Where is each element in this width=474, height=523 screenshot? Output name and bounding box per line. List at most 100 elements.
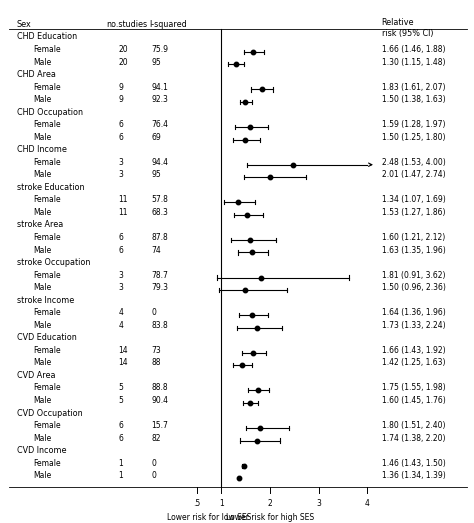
Text: Female: Female xyxy=(33,308,61,317)
Text: Sex: Sex xyxy=(17,20,31,29)
Text: 0: 0 xyxy=(152,471,156,480)
Text: 1: 1 xyxy=(219,499,223,508)
Text: Male: Male xyxy=(33,170,52,179)
Text: 1.60 (1.21, 2.12): 1.60 (1.21, 2.12) xyxy=(382,233,445,242)
Text: 1.74 (1.38, 2.20): 1.74 (1.38, 2.20) xyxy=(382,434,445,442)
Text: 9: 9 xyxy=(118,83,123,92)
Text: 2.48 (1.53, 4.00): 2.48 (1.53, 4.00) xyxy=(382,158,445,167)
Text: 3: 3 xyxy=(316,499,321,508)
Text: 11: 11 xyxy=(118,208,128,217)
Text: Male: Male xyxy=(33,358,52,367)
Text: 1.64 (1.36, 1.96): 1.64 (1.36, 1.96) xyxy=(382,308,445,317)
Text: Female: Female xyxy=(33,120,61,129)
Text: stroke Area: stroke Area xyxy=(17,221,63,230)
Text: 1.50 (1.25, 1.80): 1.50 (1.25, 1.80) xyxy=(382,133,445,142)
Text: 9: 9 xyxy=(118,95,123,104)
Text: 82: 82 xyxy=(152,434,161,442)
Text: 76.4: 76.4 xyxy=(152,120,169,129)
Text: 1.73 (1.33, 2.24): 1.73 (1.33, 2.24) xyxy=(382,321,445,330)
Text: 73: 73 xyxy=(152,346,162,355)
Text: .5: .5 xyxy=(193,499,201,508)
Text: Male: Male xyxy=(33,396,52,405)
Text: stroke Occupation: stroke Occupation xyxy=(17,258,90,267)
Text: Male: Male xyxy=(33,133,52,142)
Text: CHD Area: CHD Area xyxy=(17,70,55,79)
Text: 20: 20 xyxy=(118,45,128,54)
Text: 4: 4 xyxy=(118,321,123,330)
Text: 1.30 (1.15, 1.48): 1.30 (1.15, 1.48) xyxy=(382,58,445,66)
Text: 94.4: 94.4 xyxy=(152,158,169,167)
Text: 95: 95 xyxy=(152,58,162,66)
Text: Female: Female xyxy=(33,45,61,54)
Text: 1.75 (1.55, 1.98): 1.75 (1.55, 1.98) xyxy=(382,383,445,392)
Text: 6: 6 xyxy=(118,233,123,242)
Text: Relative
risk (95% CI): Relative risk (95% CI) xyxy=(382,18,433,38)
Text: 5: 5 xyxy=(118,396,123,405)
Text: 2: 2 xyxy=(267,499,272,508)
Text: 20: 20 xyxy=(118,58,128,66)
Text: 0: 0 xyxy=(152,459,156,468)
Text: 14: 14 xyxy=(118,358,128,367)
Text: 83.8: 83.8 xyxy=(152,321,168,330)
Text: 15.7: 15.7 xyxy=(152,421,169,430)
Text: Female: Female xyxy=(33,459,61,468)
Text: 78.7: 78.7 xyxy=(152,270,169,280)
Text: 2.01 (1.47, 2.74): 2.01 (1.47, 2.74) xyxy=(382,170,445,179)
Text: 1.83 (1.61, 2.07): 1.83 (1.61, 2.07) xyxy=(382,83,445,92)
Text: Female: Female xyxy=(33,421,61,430)
Text: 3: 3 xyxy=(118,270,123,280)
Text: Female: Female xyxy=(33,83,61,92)
Text: 74: 74 xyxy=(152,246,162,255)
Text: 1.59 (1.28, 1.97): 1.59 (1.28, 1.97) xyxy=(382,120,445,129)
Text: 88: 88 xyxy=(152,358,161,367)
Text: Female: Female xyxy=(33,158,61,167)
Text: Female: Female xyxy=(33,346,61,355)
Text: Lower risk for high SES: Lower risk for high SES xyxy=(226,513,314,521)
Text: 1.66 (1.43, 1.92): 1.66 (1.43, 1.92) xyxy=(382,346,445,355)
Text: 14: 14 xyxy=(118,346,128,355)
Text: CHD Education: CHD Education xyxy=(17,32,77,41)
Text: 5: 5 xyxy=(118,383,123,392)
Text: 3: 3 xyxy=(118,283,123,292)
Text: Female: Female xyxy=(33,270,61,280)
Text: 1.34 (1.07, 1.69): 1.34 (1.07, 1.69) xyxy=(382,196,445,204)
Text: 6: 6 xyxy=(118,120,123,129)
Text: 1.53 (1.27, 1.86): 1.53 (1.27, 1.86) xyxy=(382,208,445,217)
Text: Female: Female xyxy=(33,383,61,392)
Text: 1.42 (1.25, 1.63): 1.42 (1.25, 1.63) xyxy=(382,358,445,367)
Text: 4: 4 xyxy=(118,308,123,317)
Text: 92.3: 92.3 xyxy=(152,95,169,104)
Text: 1.36 (1.34, 1.39): 1.36 (1.34, 1.39) xyxy=(382,471,445,480)
Text: 6: 6 xyxy=(118,421,123,430)
Text: Male: Male xyxy=(33,321,52,330)
Text: Female: Female xyxy=(33,233,61,242)
Text: 1.66 (1.46, 1.88): 1.66 (1.46, 1.88) xyxy=(382,45,445,54)
Text: CHD Occupation: CHD Occupation xyxy=(17,108,82,117)
Text: 1.80 (1.51, 2.40): 1.80 (1.51, 2.40) xyxy=(382,421,445,430)
Text: 90.4: 90.4 xyxy=(152,396,169,405)
Text: 1.63 (1.35, 1.96): 1.63 (1.35, 1.96) xyxy=(382,246,445,255)
Text: Male: Male xyxy=(33,208,52,217)
Text: Male: Male xyxy=(33,434,52,442)
Text: 79.3: 79.3 xyxy=(152,283,169,292)
Text: CVD Education: CVD Education xyxy=(17,333,76,343)
Text: 1.46 (1.43, 1.50): 1.46 (1.43, 1.50) xyxy=(382,459,445,468)
Text: 95: 95 xyxy=(152,170,162,179)
Text: 11: 11 xyxy=(118,196,128,204)
Text: CHD Income: CHD Income xyxy=(17,145,66,154)
Text: Male: Male xyxy=(33,95,52,104)
Text: Male: Male xyxy=(33,58,52,66)
Text: 69: 69 xyxy=(152,133,162,142)
Text: 68.3: 68.3 xyxy=(152,208,169,217)
Text: no.studies: no.studies xyxy=(107,20,148,29)
Text: Female: Female xyxy=(33,196,61,204)
Text: I-squared: I-squared xyxy=(149,20,187,29)
Text: CVD Area: CVD Area xyxy=(17,371,55,380)
Text: 75.9: 75.9 xyxy=(152,45,169,54)
Text: 57.8: 57.8 xyxy=(152,196,169,204)
Text: 1.50 (0.96, 2.36): 1.50 (0.96, 2.36) xyxy=(382,283,446,292)
Text: Male: Male xyxy=(33,471,52,480)
Text: 1.81 (0.91, 3.62): 1.81 (0.91, 3.62) xyxy=(382,270,445,280)
Text: Lower risk for low SES: Lower risk for low SES xyxy=(167,513,251,521)
Text: 1.50 (1.38, 1.63): 1.50 (1.38, 1.63) xyxy=(382,95,445,104)
